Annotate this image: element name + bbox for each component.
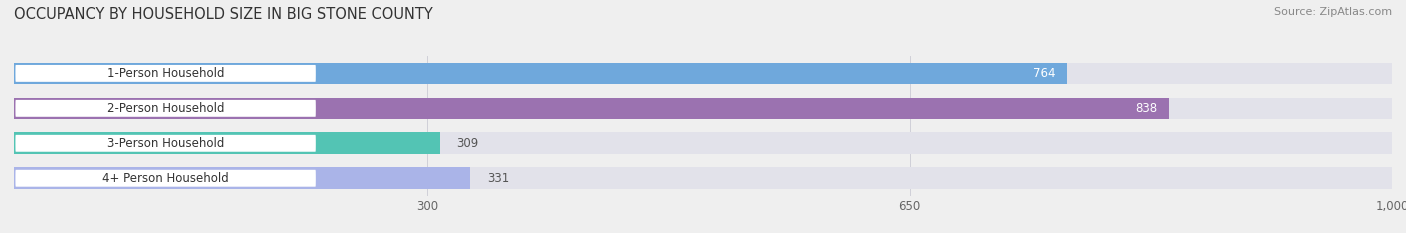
Text: 3-Person Household: 3-Person Household [107,137,225,150]
FancyBboxPatch shape [15,100,316,117]
Text: 764: 764 [1033,67,1056,80]
Bar [14,62,1392,84]
Bar [14,167,470,189]
Bar [14,97,1168,119]
FancyBboxPatch shape [15,135,316,152]
Text: 1-Person Household: 1-Person Household [107,67,225,80]
Text: 331: 331 [486,172,509,185]
Text: 838: 838 [1136,102,1157,115]
Text: 4+ Person Household: 4+ Person Household [103,172,229,185]
Bar [14,132,1392,154]
Text: 2-Person Household: 2-Person Household [107,102,225,115]
Text: Source: ZipAtlas.com: Source: ZipAtlas.com [1274,7,1392,17]
Bar [14,62,1067,84]
Bar [14,97,1392,119]
Text: 309: 309 [457,137,478,150]
Bar [14,132,440,154]
Bar [14,167,1392,189]
FancyBboxPatch shape [15,170,316,187]
Text: OCCUPANCY BY HOUSEHOLD SIZE IN BIG STONE COUNTY: OCCUPANCY BY HOUSEHOLD SIZE IN BIG STONE… [14,7,433,22]
FancyBboxPatch shape [15,65,316,82]
